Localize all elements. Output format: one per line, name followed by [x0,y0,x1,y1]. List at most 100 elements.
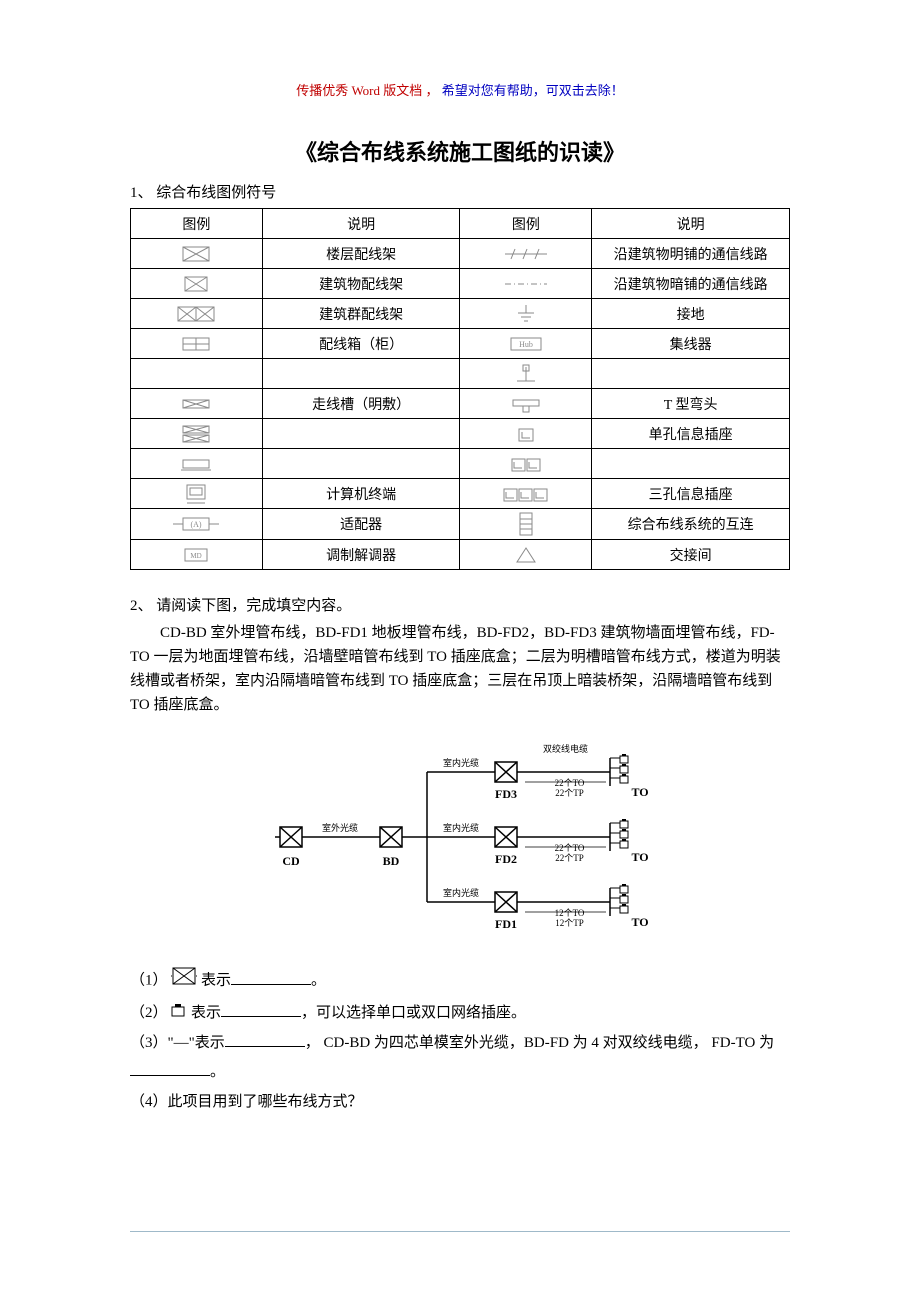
symbol-icon [460,389,592,419]
svg-text:MD: MD [191,552,202,560]
symbol-icon [131,239,263,269]
svg-text:FD2: FD2 [495,852,517,866]
header-blue-text: 希望对您有帮助，可双击去除！ [442,83,624,98]
symbol-desc [262,449,460,479]
symbol-desc: 三孔信息插座 [592,479,790,509]
symbol-icon [460,239,592,269]
q1-suffix: 。 [311,973,326,989]
symbol-icon [460,479,592,509]
question-2: （2） 表示 ，可以选择单口或双口网络插座。 [130,999,790,1028]
symbol-icon [131,269,263,299]
svg-text:FD1: FD1 [495,917,517,931]
symbol-icon [131,479,263,509]
q3-suffix: 。 [210,1064,225,1080]
svg-text:(A): (A) [191,520,202,529]
q2-blank [221,1002,301,1017]
table-row: 建筑群配线架 接地 [131,299,790,329]
svg-text:Hub: Hub [519,340,533,349]
q2-suffix: ，可以选择单口或双口网络插座。 [301,1005,526,1021]
symbol-icon [131,449,263,479]
symbol-desc: 接地 [592,299,790,329]
svg-text:CD: CD [282,854,300,868]
svg-text:BD: BD [383,854,400,868]
symbol-icon [460,540,592,570]
table-row [131,449,790,479]
header-red-text: 传播优秀 Word 版文档 ， [296,83,438,98]
symbol-icon: (A) [131,509,263,540]
table-row: 走线槽（明敷） T 型弯头 [131,389,790,419]
table-row: 楼层配线架 沿建筑物明铺的通信线路 [131,239,790,269]
svg-text:TO: TO [631,915,648,929]
q3-prefix: （3）"—"表示 [130,1035,225,1051]
svg-text:室外光缆: 室外光缆 [322,822,358,833]
symbol-desc: T 型弯头 [592,389,790,419]
q3-blank1 [225,1032,305,1047]
symbol-icon [460,269,592,299]
table-row: 计算机终端 三孔信息插座 [131,479,790,509]
q2-prefix: （2） [130,1005,168,1021]
table-row: MD 调制解调器 交接间 [131,540,790,570]
symbol-icon [131,329,263,359]
table-row: 配线箱（柜） Hub 集线器 [131,329,790,359]
symbol-desc [592,359,790,389]
q1-mid: 表示 [201,973,231,989]
symbol-desc: 楼层配线架 [262,239,460,269]
th-icon1: 图例 [131,209,263,239]
symbol-desc: 调制解调器 [262,540,460,570]
symbol-desc [262,359,460,389]
outlet-symbol-inline [171,999,187,1028]
symbol-icon [460,509,592,540]
symbol-desc: 沿建筑物暗铺的通信线路 [592,269,790,299]
symbol-desc: 走线槽（明敷） [262,389,460,419]
symbol-desc: 建筑物配线架 [262,269,460,299]
svg-text:12个TP: 12个TP [555,918,584,928]
symbol-icon: MD [131,540,263,570]
symbol-icon [460,299,592,329]
symbol-icon: Hub [460,329,592,359]
description-paragraph: CD-BD 室外埋管布线，BD-FD1 地板埋管布线，BD-FD2，BD-FD3… [130,621,790,717]
table-row: 建筑物配线架 沿建筑物暗铺的通信线路 [131,269,790,299]
q2-mid: 表示 [191,1005,221,1021]
symbol-icon [131,419,263,449]
q1-blank [231,970,311,985]
svg-text:TO: TO [631,785,648,799]
svg-text:TO: TO [631,850,648,864]
section2-label: 2、 请阅读下图，完成填空内容。 [130,594,790,615]
svg-text:双绞线电缆: 双绞线电缆 [543,743,588,754]
svg-text:FD3: FD3 [495,787,517,801]
symbol-icon [131,299,263,329]
fd-symbol-inline [171,966,197,997]
svg-text:22个TP: 22个TP [555,788,584,798]
svg-text:室内光缆: 室内光缆 [443,757,479,768]
q3-blank2 [130,1061,210,1076]
question-4: （4）此项目用到了哪些布线方式？ [130,1088,790,1117]
footer-divider [130,1231,790,1232]
table-row: 单孔信息插座 [131,419,790,449]
symbol-desc [262,419,460,449]
symbol-icon [131,359,263,389]
symbol-desc: 适配器 [262,509,460,540]
header-note: 传播优秀 Word 版文档 ， 希望对您有帮助，可双击去除！ [130,80,790,99]
svg-text:12个TO: 12个TO [555,908,585,918]
symbol-table: 图例 说明 图例 说明 楼层配线架沿建筑物明铺的通信线路建筑物配线架沿建筑物暗铺… [130,208,790,570]
wiring-diagram: CDBD室外光缆室内光缆FD3双绞线电缆TO22个TO22个TP室内光缆FD2T… [130,727,790,952]
q3-mid: ， CD-BD 为四芯单模室外光缆，BD-FD 为 4 对双绞线电缆， FD-T… [305,1035,774,1051]
symbol-icon [131,389,263,419]
symbol-icon [460,449,592,479]
svg-text:22个TP: 22个TP [555,853,584,863]
symbol-desc: 集线器 [592,329,790,359]
symbol-desc: 交接间 [592,540,790,570]
svg-text:22个TO: 22个TO [555,778,585,788]
svg-text:室内光缆: 室内光缆 [443,887,479,898]
symbol-desc: 配线箱（柜） [262,329,460,359]
page-title: 《综合布线系统施工图纸的识读》 [130,135,790,167]
th-desc1: 说明 [262,209,460,239]
svg-text:室内光缆: 室内光缆 [443,822,479,833]
th-desc2: 说明 [592,209,790,239]
section1-label: 1、 综合布线图例符号 [130,181,790,202]
symbol-icon [460,419,592,449]
q1-prefix: （1） [130,973,168,989]
symbol-desc: 计算机终端 [262,479,460,509]
symbol-desc: 沿建筑物明铺的通信线路 [592,239,790,269]
symbol-desc: 建筑群配线架 [262,299,460,329]
